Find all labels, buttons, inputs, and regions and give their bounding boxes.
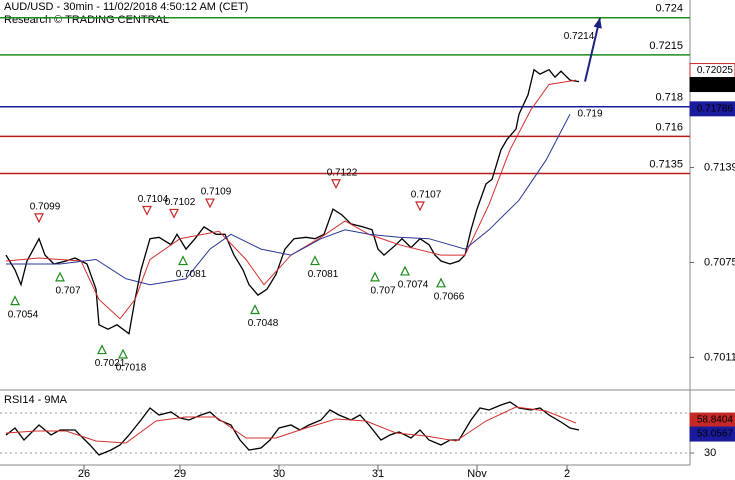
swing-high-marker (142, 205, 152, 216)
swing-high-label: 0.7104 (138, 194, 169, 205)
swing-high-label: 0.7214 (564, 31, 595, 42)
series-line (5, 401, 580, 456)
swing-low-label: 0.7074 (398, 280, 429, 291)
x-tick-label: 31 (372, 468, 384, 480)
chart-subtitle: Research © TRADING CENTRAL (4, 14, 169, 26)
swing-high-marker (331, 179, 341, 190)
level-label: 0.7135 (649, 158, 683, 170)
x-tick-label: 30 (273, 468, 285, 480)
swing-low-marker (250, 304, 260, 315)
swing-low-marker (400, 265, 410, 276)
swing-low-marker (178, 255, 188, 266)
swing-low-marker (97, 344, 107, 355)
level-label: 0.716 (655, 121, 683, 133)
swing-low-marker (10, 295, 20, 306)
x-tick-label: 2 (564, 468, 570, 480)
target-arrow (584, 17, 601, 82)
swing-high-label: 0.7122 (327, 167, 358, 178)
swing-high-marker (34, 213, 44, 224)
y-tick-label: 30 (704, 447, 716, 459)
swing-high-label: 0.7102 (165, 197, 196, 208)
x-tick-label: Nov (467, 468, 487, 480)
price-tag (689, 77, 735, 93)
swing-low-label: 0.7021 (95, 358, 126, 369)
swing-low-marker (118, 348, 128, 359)
price-tag-label: 0.71969 (697, 79, 734, 90)
swing-high-label: 0.7109 (201, 187, 232, 198)
swing-low-marker (370, 271, 380, 282)
swing-low-marker (55, 271, 65, 282)
price-tag (689, 101, 735, 117)
price-tag-label: 58.8404 (697, 415, 734, 426)
swing-low-label: 0.7018 (116, 363, 147, 374)
series-line (5, 68, 580, 335)
swing-high-label: 0.7099 (30, 202, 61, 213)
swing-high-marker (415, 201, 425, 212)
x-tick-label: 26 (78, 468, 90, 480)
target-arrowhead (593, 17, 602, 29)
series-line (6, 113, 571, 286)
price-tag-label: 0.72025 (697, 65, 734, 76)
x-tick-label: 29 (174, 468, 186, 480)
rsi-title: RSI14 - 9MA (4, 394, 68, 406)
y-tick-label: 0.7011 (704, 351, 735, 363)
price-tag-label: 0.71786 (697, 103, 734, 114)
swing-low-label: 0.719 (577, 109, 602, 120)
level-label: 0.724 (655, 3, 683, 15)
swing-high-label: 0.7107 (411, 190, 442, 201)
level-label: 0.7215 (649, 40, 683, 52)
swing-low-marker (310, 255, 320, 266)
swing-low-label: 0.7066 (434, 291, 465, 302)
series-line (5, 406, 577, 444)
price-tag-label: 53.0567 (697, 429, 734, 440)
series-line (5, 79, 577, 320)
swing-low-label: 0.7081 (176, 269, 207, 280)
swing-high-marker (205, 198, 215, 209)
swing-low-label: 0.7048 (248, 318, 279, 329)
swing-low-label: 0.707 (370, 286, 395, 297)
y-tick-label: 0.7139 (704, 161, 735, 173)
chart-title: AUD/USD - 30min - 11/02/2018 4:50:12 AM … (4, 1, 248, 13)
swing-low-label: 0.707 (55, 286, 80, 297)
level-label: 0.718 (655, 92, 683, 104)
price-tag (689, 426, 735, 442)
swing-low-marker (436, 277, 446, 288)
y-tick-label: 0.7075 (704, 256, 735, 268)
swing-low-label: 0.7054 (8, 309, 39, 320)
swing-high-marker (169, 208, 179, 219)
swing-low-label: 0.7081 (308, 269, 339, 280)
